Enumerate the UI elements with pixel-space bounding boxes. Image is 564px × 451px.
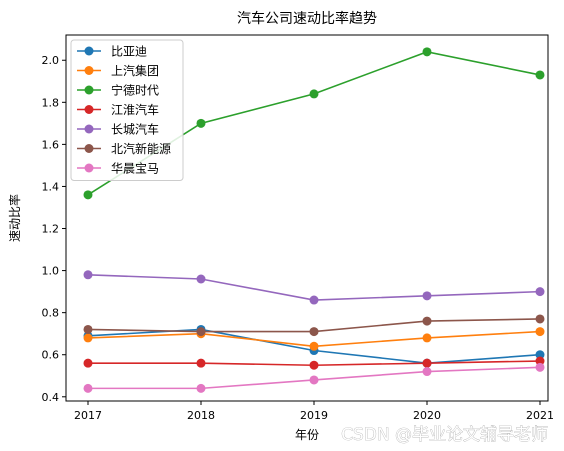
data-point: [83, 383, 93, 393]
plot-frame: [65, 34, 549, 402]
legend-marker: [84, 85, 94, 95]
data-point: [422, 316, 432, 326]
data-point: [422, 358, 432, 368]
legend-label: 北汽新能源: [111, 141, 171, 156]
legend-item: 江淮汽车: [77, 102, 159, 117]
x-axis-label: 年份: [295, 428, 319, 442]
data-point: [535, 314, 545, 324]
data-point: [535, 327, 545, 337]
data-point: [535, 70, 545, 80]
legend-label: 比亚迪: [111, 45, 147, 59]
legend-item: 比亚迪: [77, 45, 147, 59]
data-point: [83, 358, 93, 368]
x-axis: 2017 2018 2019 2020 2021: [74, 401, 554, 422]
data-point: [422, 291, 432, 301]
y-tick-label: 0.4: [42, 391, 60, 404]
y-tick-label: 0.6: [42, 349, 60, 362]
legend-label: 长城汽车: [111, 122, 159, 137]
data-point: [422, 367, 432, 377]
data-point: [83, 333, 93, 343]
data-point: [309, 89, 319, 99]
x-tick-label: 2018: [187, 409, 215, 422]
y-tick-label: 1.4: [42, 180, 60, 193]
y-tick-label: 0.8: [42, 307, 60, 320]
data-point: [309, 327, 319, 337]
data-point: [196, 358, 206, 368]
data-point: [309, 360, 319, 370]
y-tick-label: 1.0: [42, 265, 60, 278]
series-5: [83, 314, 545, 337]
x-tick-label: 2017: [74, 409, 102, 422]
y-tick-label: 1.8: [42, 96, 60, 109]
legend-marker: [84, 124, 94, 134]
y-tick-label: 2.0: [42, 54, 60, 67]
legend-item: 北汽新能源: [77, 141, 171, 156]
series-3: [83, 356, 545, 370]
data-point: [535, 287, 545, 297]
series-4: [83, 270, 545, 305]
x-tick-label: 2020: [413, 409, 441, 422]
x-tick-label: 2021: [526, 409, 554, 422]
legend-marker: [84, 46, 94, 56]
data-point: [83, 270, 93, 280]
x-tick-label: 2019: [300, 409, 328, 422]
legend-label: 宁德时代: [111, 83, 159, 98]
y-axis: 0.4 0.6 0.8 1.0 1.2 1.4 1.6 1.8 2.0: [42, 54, 66, 404]
y-tick-label: 1.2: [42, 223, 60, 236]
legend-label: 华晨宝马: [111, 162, 159, 176]
legend-item: 宁德时代: [77, 83, 159, 98]
legend-marker: [84, 163, 94, 173]
data-point: [422, 47, 432, 57]
data-point: [309, 341, 319, 351]
legend-marker: [84, 144, 94, 153]
data-point: [535, 350, 545, 360]
legend-item: 华晨宝马: [77, 162, 159, 176]
data-point: [196, 118, 206, 128]
data-point: [535, 356, 545, 366]
legend-label: 江淮汽车: [111, 102, 159, 117]
legend-box: [70, 39, 184, 181]
y-tick-label: 1.6: [42, 138, 60, 151]
y-axis-label: 速动比率: [7, 194, 22, 242]
data-point: [535, 362, 545, 372]
data-point: [83, 324, 93, 334]
legend-marker: [84, 105, 94, 114]
legend-marker: [84, 66, 94, 75]
legend-item: 长城汽车: [77, 122, 159, 137]
plot-area: [83, 47, 545, 393]
legend-label: 上汽集团: [111, 63, 159, 78]
data-point: [196, 274, 206, 284]
data-point: [309, 375, 319, 385]
data-point: [83, 190, 93, 200]
series-6: [83, 362, 545, 393]
data-point: [422, 333, 432, 343]
data-point: [196, 327, 206, 337]
chart-title: 汽车公司速动比率趋势: [237, 10, 377, 27]
data-point: [309, 295, 319, 305]
data-point: [196, 383, 206, 393]
legend-item: 上汽集团: [77, 63, 159, 78]
watermark-text: CSDN @毕业论文辅导老师: [341, 425, 548, 445]
